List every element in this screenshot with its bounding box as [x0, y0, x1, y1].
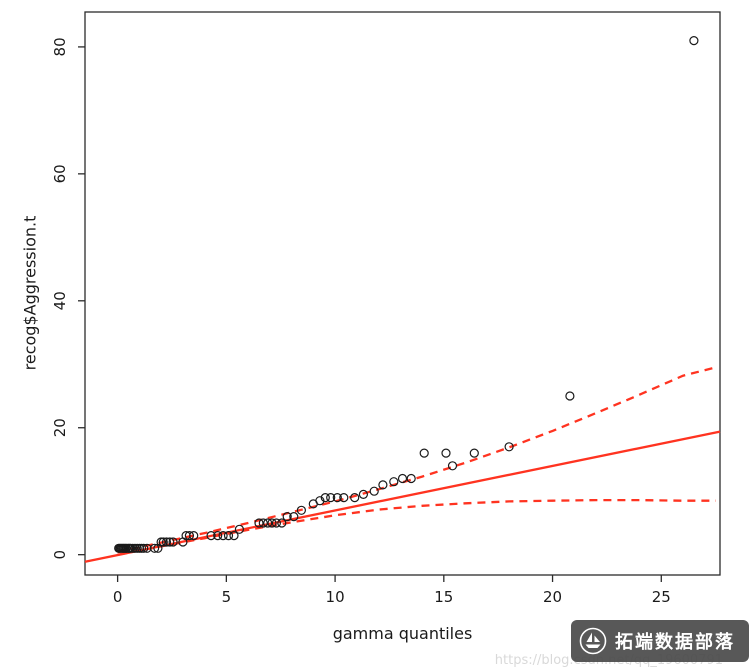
- watermark-label: 拓端数据部落: [615, 632, 735, 653]
- svg-text:40: 40: [51, 291, 69, 310]
- boat-logo-icon: [579, 627, 607, 655]
- svg-text:0: 0: [51, 550, 69, 560]
- svg-text:80: 80: [51, 37, 69, 56]
- svg-text:5: 5: [222, 588, 232, 606]
- svg-text:60: 60: [51, 164, 69, 183]
- watermark-badge: 拓端数据部落: [571, 620, 749, 662]
- x-axis-title: gamma quantiles: [332, 624, 473, 643]
- svg-text:20: 20: [543, 588, 562, 606]
- svg-text:20: 20: [51, 418, 69, 437]
- svg-text:25: 25: [652, 588, 671, 606]
- svg-text:0: 0: [113, 588, 123, 606]
- svg-text:10: 10: [326, 588, 345, 606]
- y-axis-title: recog$Aggression.t: [20, 215, 40, 371]
- svg-text:15: 15: [434, 588, 453, 606]
